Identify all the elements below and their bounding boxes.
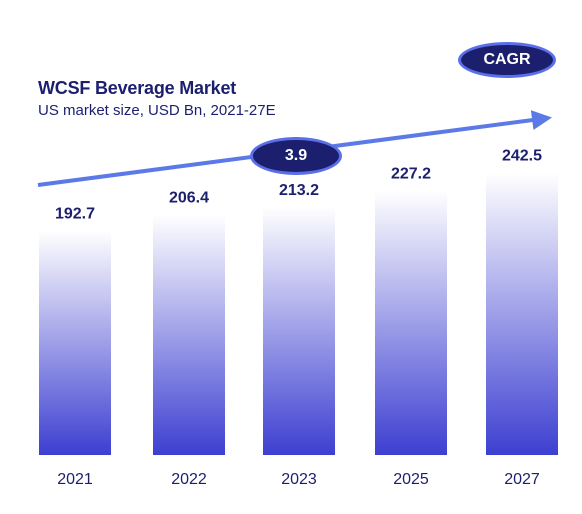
category-label-2025: 2025	[393, 471, 429, 488]
chart-title: WCSF Beverage Market	[38, 78, 237, 98]
bar-2025	[375, 190, 447, 455]
value-label-2023: 213.2	[279, 182, 319, 199]
cagr-value-badge: 3.9	[250, 137, 342, 175]
bar-2027	[486, 172, 558, 455]
value-label-2025: 227.2	[391, 166, 431, 183]
value-label-2022: 206.4	[169, 190, 209, 207]
bar-2021	[39, 230, 111, 455]
bar-2023	[263, 206, 335, 455]
value-label-2021: 192.7	[55, 206, 95, 223]
category-label-2022: 2022	[171, 471, 207, 488]
category-label-2021: 2021	[57, 471, 93, 488]
value-label-2027: 242.5	[502, 148, 542, 165]
category-label-2027: 2027	[504, 471, 540, 488]
category-label-2023: 2023	[281, 471, 317, 488]
bar-2022	[153, 214, 225, 455]
chart-subtitle: US market size, USD Bn, 2021-27E	[38, 102, 276, 119]
cagr-badge: CAGR	[458, 42, 556, 78]
